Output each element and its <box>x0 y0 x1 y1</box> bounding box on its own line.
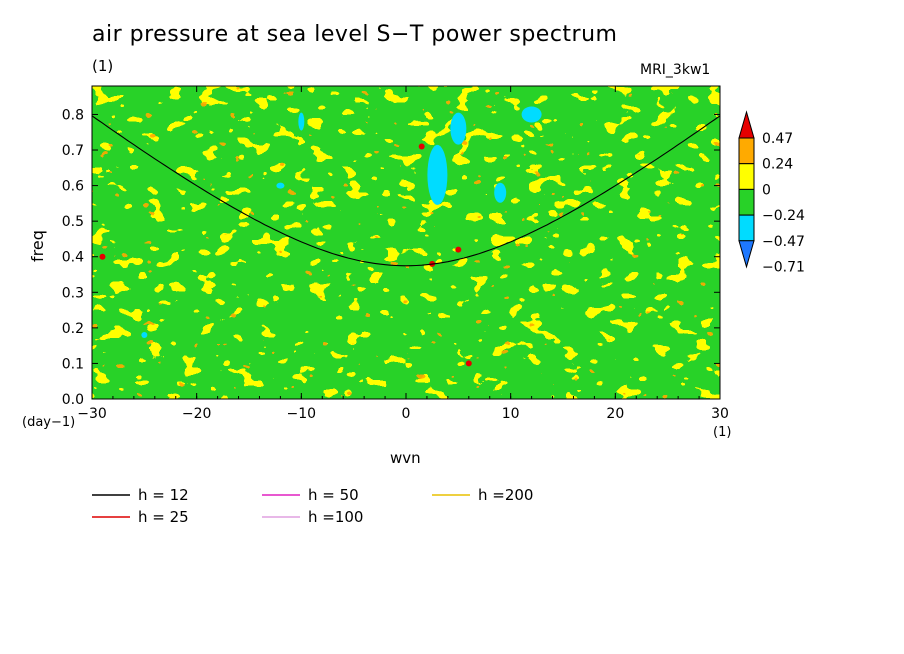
legend-label-1: h = 25 <box>138 508 189 526</box>
x-tick-label: 0 <box>402 406 411 422</box>
field-spot-2 <box>494 182 507 203</box>
y-tick-label: 0.8 <box>62 107 84 123</box>
x-tick-label: 10 <box>502 406 520 422</box>
field-spot-11 <box>141 331 148 338</box>
colorbar-top-arrow <box>738 110 755 139</box>
y-tick-label: 0.6 <box>62 179 84 195</box>
y-tick-label: 0.7 <box>62 143 84 159</box>
legend-label-2: h = 50 <box>308 486 359 504</box>
x-tick-label: −30 <box>77 406 107 422</box>
y-tick-label: 0.2 <box>62 321 84 337</box>
field-spot-4 <box>521 106 542 123</box>
field-spot-9 <box>465 360 472 367</box>
x-tick-label: 30 <box>711 406 729 422</box>
field-spot-7 <box>455 246 462 253</box>
legend-label-3: h =100 <box>308 508 363 526</box>
colorbar-label: 0.24 <box>762 157 793 173</box>
colorbar-bottom-arrow <box>738 240 755 269</box>
y-axis-label: freq <box>28 230 47 262</box>
x-axis-label: wvn <box>390 449 421 467</box>
chart-title: air pressure at sea level S−T power spec… <box>92 22 618 47</box>
curve-h12 <box>92 115 720 267</box>
y-tick-label: 0.0 <box>62 392 84 408</box>
model-label: MRI_3kw1 <box>640 62 711 78</box>
y-tick-label: 0.4 <box>62 250 84 266</box>
field-high-patches <box>92 86 720 399</box>
legend-label-0: h = 12 <box>138 486 189 504</box>
field-spot-5 <box>418 143 425 150</box>
colorbar-label: −0.47 <box>762 234 805 250</box>
field-spot-8 <box>99 253 106 260</box>
y-tick-label: 0.5 <box>62 214 84 230</box>
x-tick-label: 20 <box>606 406 624 422</box>
colorbar-segment-3 <box>738 214 755 242</box>
field-spot-3 <box>298 112 305 131</box>
colorbar-label: −0.71 <box>762 260 805 276</box>
legend-label-4: h =200 <box>478 486 533 504</box>
field-spot-0 <box>427 144 448 205</box>
x-unit-label: (1) <box>713 425 732 440</box>
colorbar-label: 0.47 <box>762 131 793 147</box>
colorbar-label: 0 <box>762 182 771 198</box>
y-unit-label: (day−1) <box>22 415 76 430</box>
y-tick-label: 0.3 <box>62 285 84 301</box>
units-label: (1) <box>92 57 114 75</box>
colorbar-segment-2 <box>738 188 755 216</box>
x-tick-label: −20 <box>182 406 212 422</box>
x-tick-label: −10 <box>287 406 317 422</box>
colorbar-segment-1 <box>738 163 755 190</box>
colorbar-label: −0.24 <box>762 208 805 224</box>
field-spot-10 <box>276 182 285 189</box>
colorbar-segment-0 <box>738 137 755 165</box>
field-spot-1 <box>450 112 467 145</box>
y-tick-label: 0.1 <box>62 356 84 372</box>
